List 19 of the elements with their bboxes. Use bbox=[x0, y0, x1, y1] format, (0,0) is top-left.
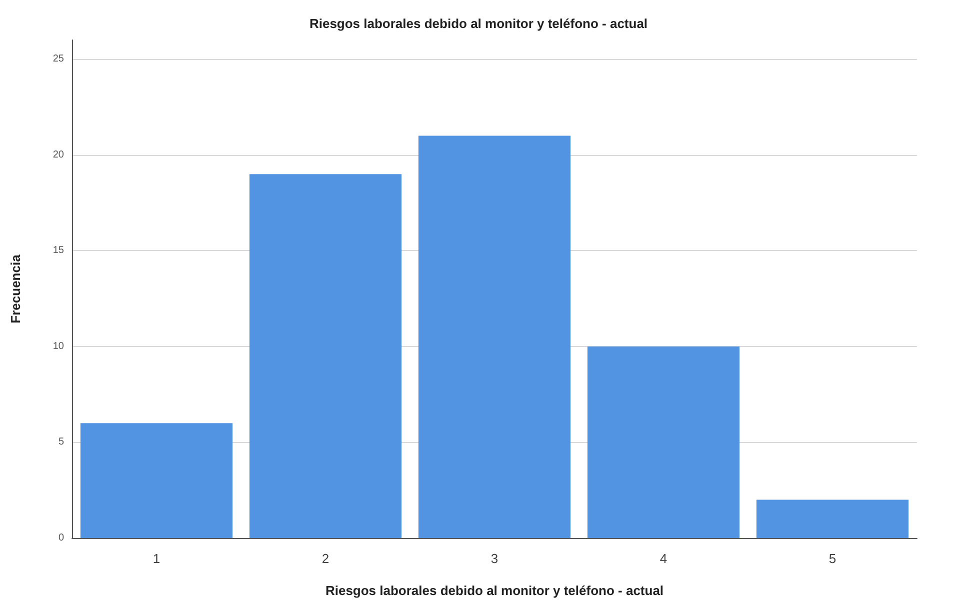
y-tick-label: 25 bbox=[52, 54, 64, 65]
y-tick-label: 5 bbox=[58, 436, 64, 448]
y-tick-label: 10 bbox=[52, 340, 64, 352]
x-tick-label: 3 bbox=[490, 551, 498, 566]
x-tick-label: 4 bbox=[660, 551, 668, 566]
y-axis-title: Frecuencia bbox=[8, 254, 23, 324]
y-tick-label: 0 bbox=[58, 532, 64, 544]
y-tick-label: 20 bbox=[52, 149, 64, 160]
x-tick-label: 1 bbox=[152, 551, 160, 566]
y-tick-label: 15 bbox=[52, 245, 64, 256]
chart-title: Riesgos laborales debido al monitor y teléfono - actual bbox=[309, 16, 648, 31]
bar bbox=[80, 423, 233, 538]
bar bbox=[418, 136, 571, 538]
x-tick-label: 5 bbox=[828, 551, 836, 566]
bar bbox=[756, 500, 909, 538]
x-tick-label: 2 bbox=[322, 551, 330, 566]
bar bbox=[249, 174, 402, 538]
bar bbox=[587, 346, 740, 538]
x-axis-title: Riesgos laborales debido al monitor y teléfono - actual bbox=[325, 583, 664, 598]
